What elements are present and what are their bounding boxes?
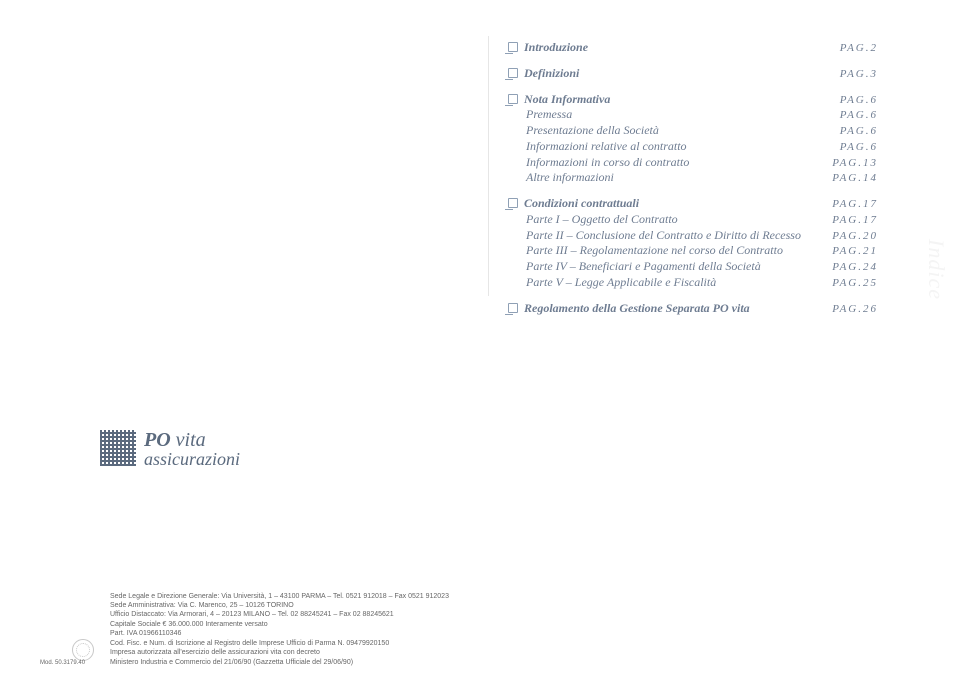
toc-label: Parte I – Oggetto del Contratto xyxy=(508,212,678,227)
toc-label-text: Premessa xyxy=(526,107,572,121)
legal-line: Sede Legale e Direzione Generale: Via Un… xyxy=(110,592,630,601)
toc-label: Parte II – Conclusione del Contratto e D… xyxy=(508,228,801,243)
toc-label: Parte V – Legge Applicabile e Fiscalità xyxy=(508,275,716,290)
toc-label: Condizioni contrattuali xyxy=(508,196,639,211)
toc-row: Parte V – Legge Applicabile e Fiscalità P… xyxy=(508,275,878,291)
table-of-contents: Introduzione PAG.2 Definizioni PAG.3 Nota In… xyxy=(508,40,878,326)
legal-line: Ministero Industria e Commercio del 21/0… xyxy=(110,658,630,667)
legal-line: Cod. Fisc. e Num. di Iscrizione al Regis… xyxy=(110,639,630,648)
page-bullet-icon xyxy=(508,303,518,313)
toc-page: PAG.17 xyxy=(832,198,878,212)
page-bullet-icon xyxy=(508,68,518,78)
toc-label-text: Parte IV – Beneficiari e Pagamenti della… xyxy=(526,259,761,273)
toc-page: PAG.24 xyxy=(832,261,878,275)
brand-logo: PO vita assicurazioni xyxy=(100,430,240,468)
toc-row: Introduzione PAG.2 xyxy=(508,40,878,56)
toc-label-text: Parte V – Legge Applicabile e Fiscalità xyxy=(526,275,716,289)
toc-page: PAG.6 xyxy=(840,125,878,139)
toc-page: PAG.25 xyxy=(832,277,878,291)
toc-label: Altre informazioni xyxy=(508,170,614,185)
toc-section: Definizioni PAG.3 xyxy=(508,66,878,82)
toc-row: Informazioni in corso di contratto PAG.13 xyxy=(508,155,878,171)
side-label-indice: Indice xyxy=(923,239,949,300)
toc-label: Regolamento della Gestione Separata PO v… xyxy=(508,301,750,316)
toc-label: Presentazione della Società xyxy=(508,123,659,138)
page-bullet-icon xyxy=(508,198,518,208)
toc-page: PAG.6 xyxy=(840,141,878,155)
toc-row: Parte IV – Beneficiari e Pagamenti della… xyxy=(508,259,878,275)
toc-page: PAG.2 xyxy=(840,42,878,56)
seal-icon xyxy=(72,639,94,661)
toc-label: Parte IV – Beneficiari e Pagamenti della… xyxy=(508,259,761,274)
logo-line2: assicurazioni xyxy=(144,450,240,468)
mod-code: Mod. 50.3179.40 xyxy=(40,659,85,667)
toc-label: Definizioni xyxy=(508,66,579,81)
toc-row: Parte III – Regolamentazione nel corso d… xyxy=(508,243,878,259)
logo-mark-icon xyxy=(100,430,136,466)
toc-page: PAG.17 xyxy=(832,214,878,228)
toc-label-text: Condizioni contrattuali xyxy=(524,196,639,210)
toc-label: Introduzione xyxy=(508,40,588,55)
toc-label: Informazioni relative al contratto xyxy=(508,139,687,154)
page-bullet-icon xyxy=(508,94,518,104)
toc-row: Parte II – Conclusione del Contratto e D… xyxy=(508,228,878,244)
toc-row: Presentazione della Società PAG.6 xyxy=(508,123,878,139)
toc-row: Nota Informativa PAG.6 xyxy=(508,92,878,108)
toc-label-text: Parte I – Oggetto del Contratto xyxy=(526,212,678,226)
toc-label-text: Regolamento della Gestione Separata PO v… xyxy=(524,301,750,315)
legal-footer: Mod. 50.3179.40 Sede Legale e Direzione … xyxy=(110,592,630,668)
toc-label-text: Parte III – Regolamentazione nel corso d… xyxy=(526,243,783,257)
toc-row: Regolamento della Gestione Separata PO v… xyxy=(508,301,878,317)
toc-row: Parte I – Oggetto del Contratto PAG.17 xyxy=(508,212,878,228)
toc-label: Nota Informativa xyxy=(508,92,610,107)
toc-page: PAG.20 xyxy=(832,230,878,244)
toc-page: PAG.13 xyxy=(832,157,878,171)
toc-section: Regolamento della Gestione Separata PO v… xyxy=(508,301,878,317)
toc-label-text: Definizioni xyxy=(524,66,579,80)
toc-label-text: Informazioni relative al contratto xyxy=(526,139,687,153)
toc-section: Nota InformativaPAG.6PremessaPAG.6Presen… xyxy=(508,92,878,187)
toc-label-text: Altre informazioni xyxy=(526,170,614,184)
toc-page: PAG.21 xyxy=(832,245,878,259)
toc-label: Parte III – Regolamentazione nel corso d… xyxy=(508,243,783,258)
toc-row: Premessa PAG.6 xyxy=(508,107,878,123)
legal-line: Sede Amministrativa: Via C. Marenco, 25 … xyxy=(110,601,630,610)
page-bullet-icon xyxy=(508,42,518,52)
toc-section: Introduzione PAG.2 xyxy=(508,40,878,56)
toc-section: Condizioni contrattualiPAG.17Parte I – O… xyxy=(508,196,878,291)
toc-row: Condizioni contrattuali PAG.17 xyxy=(508,196,878,212)
toc-row: Altre informazioni PAG.14 xyxy=(508,170,878,186)
toc-page: PAG.26 xyxy=(832,303,878,317)
logo-text: PO vita assicurazioni xyxy=(144,430,240,468)
toc-page: PAG.6 xyxy=(840,109,878,123)
toc-row: Definizioni PAG.3 xyxy=(508,66,878,82)
toc-label: Premessa xyxy=(508,107,572,122)
toc-label: Informazioni in corso di contratto xyxy=(508,155,689,170)
legal-line: Ufficio Distaccato: Via Armorari, 4 – 20… xyxy=(110,610,630,619)
toc-label-text: Parte II – Conclusione del Contratto e D… xyxy=(526,228,801,242)
toc-label-text: Introduzione xyxy=(524,40,588,54)
toc-row: Informazioni relative al contratto PAG.6 xyxy=(508,139,878,155)
divider-line xyxy=(488,36,489,296)
logo-line1a: PO xyxy=(144,429,176,451)
toc-page: PAG.6 xyxy=(840,94,878,108)
legal-line: Impresa autorizzata all'esercizio delle … xyxy=(110,648,630,657)
toc-label-text: Presentazione della Società xyxy=(526,123,659,137)
toc-label-text: Nota Informativa xyxy=(524,92,610,106)
toc-label-text: Informazioni in corso di contratto xyxy=(526,155,689,169)
legal-line: Part. IVA 01966110346 xyxy=(110,629,630,638)
legal-line: Capitale Sociale € 36.000.000 Interament… xyxy=(110,620,630,629)
toc-page: PAG.3 xyxy=(840,68,878,82)
logo-line1b: vita xyxy=(176,429,206,451)
toc-page: PAG.14 xyxy=(832,172,878,186)
